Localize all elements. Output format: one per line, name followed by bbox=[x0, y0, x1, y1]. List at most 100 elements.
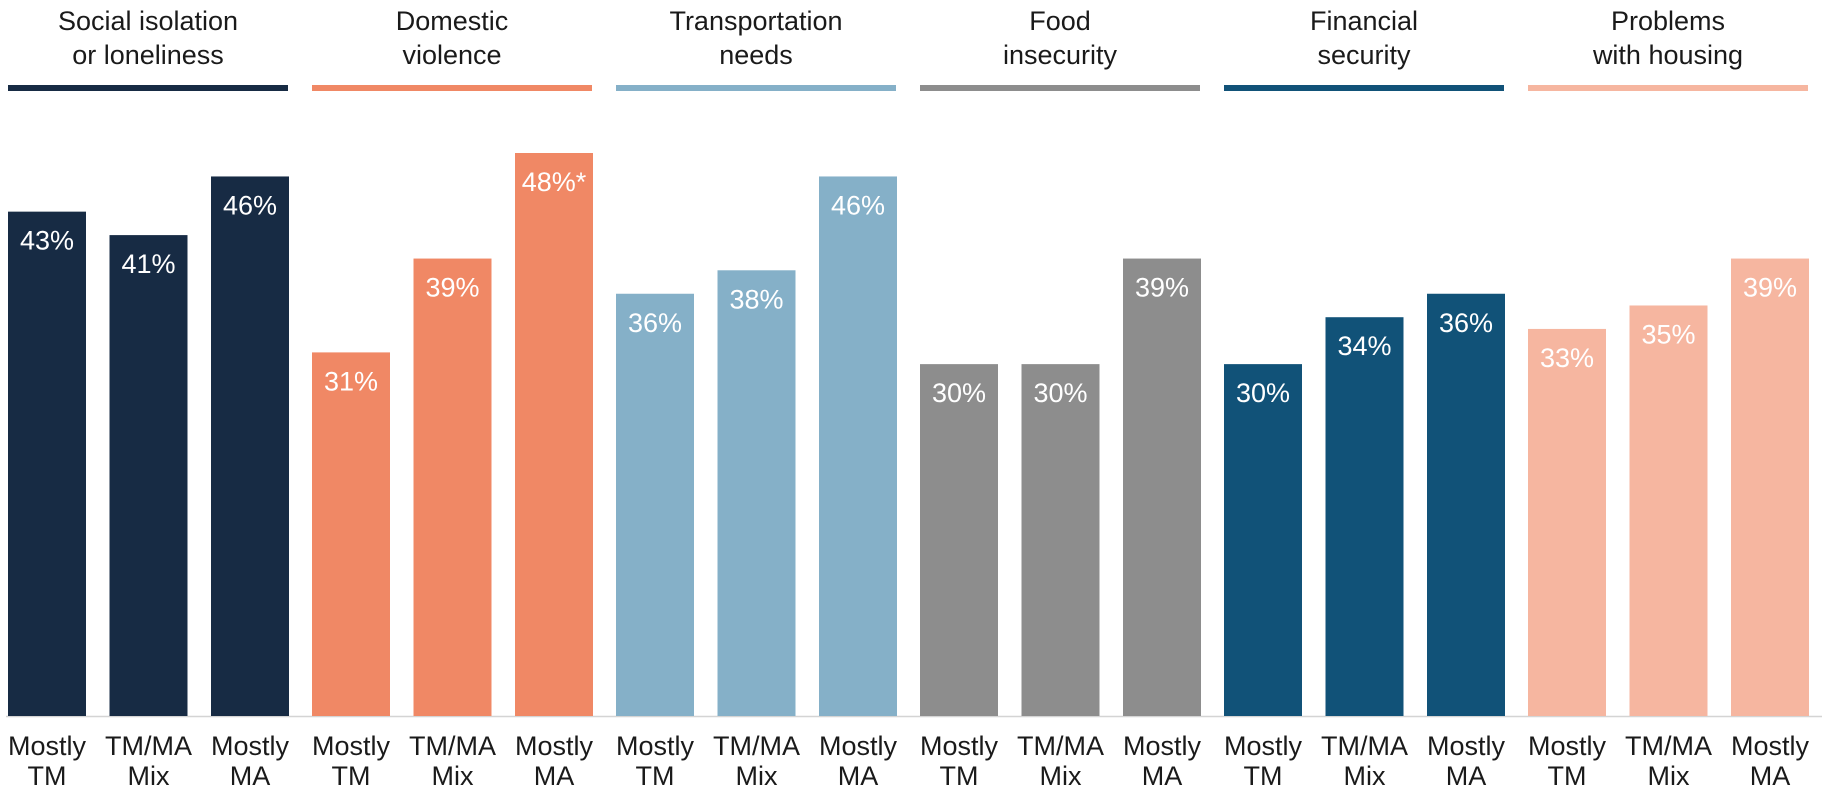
category-label: TM/MA Mix bbox=[713, 731, 800, 791]
group-header-line bbox=[8, 85, 288, 91]
bar bbox=[1021, 364, 1100, 716]
category-label-line: TM bbox=[1548, 761, 1587, 791]
bar-value-label: 39% bbox=[425, 273, 479, 303]
category-label-line: MA bbox=[1750, 761, 1791, 791]
category-label-line: MA bbox=[838, 761, 879, 791]
category-label: Mostly MA bbox=[1427, 731, 1506, 791]
bar bbox=[1731, 258, 1809, 716]
bar bbox=[109, 235, 188, 716]
category-label-line: Mostly bbox=[616, 731, 695, 761]
category-label: TM/MA Mix bbox=[1321, 731, 1408, 791]
category-label: TM/MA Mix bbox=[105, 731, 192, 791]
bar-value-label: 30% bbox=[1033, 378, 1087, 408]
bar-value-label: 36% bbox=[628, 308, 682, 338]
group-header-line bbox=[920, 85, 1200, 91]
group-title: Transportation needs bbox=[669, 6, 842, 70]
category-label-line: Mostly bbox=[211, 731, 290, 761]
bar bbox=[312, 352, 390, 716]
bar bbox=[1123, 258, 1201, 716]
category-label: TM/MA Mix bbox=[409, 731, 496, 791]
group-header-line bbox=[1528, 85, 1808, 91]
bar bbox=[1224, 364, 1302, 716]
category-label-line: Mix bbox=[1648, 761, 1690, 791]
category-label-line: Mostly bbox=[1731, 731, 1810, 761]
category-label-line: Mostly bbox=[1224, 731, 1303, 761]
category-label-line: Mostly bbox=[515, 731, 594, 761]
bar bbox=[211, 176, 289, 717]
bar bbox=[1325, 317, 1404, 716]
category-label-line: TM bbox=[940, 761, 979, 791]
category-label-line: Mix bbox=[128, 761, 170, 791]
category-label-line: TM bbox=[28, 761, 67, 791]
category-label-line: Mostly bbox=[819, 731, 898, 761]
bar bbox=[819, 176, 897, 717]
bar-value-label: 46% bbox=[831, 190, 885, 220]
bar bbox=[1528, 328, 1606, 716]
group-title-line: with housing bbox=[1592, 40, 1743, 70]
bar-value-label: 48%* bbox=[522, 167, 587, 197]
bar bbox=[515, 153, 593, 716]
group-title-line: Social isolation bbox=[58, 6, 238, 36]
category-label-line: MA bbox=[534, 761, 575, 791]
group-header-line bbox=[616, 85, 896, 91]
category-label-line: Mostly bbox=[1528, 731, 1607, 761]
group-header-line bbox=[312, 85, 592, 91]
group-title-line: security bbox=[1317, 40, 1411, 70]
category-label-line: TM/MA bbox=[105, 731, 192, 761]
category-label: Mostly MA bbox=[211, 731, 290, 791]
bar-value-label: 36% bbox=[1439, 308, 1493, 338]
category-label: TM/MA Mix bbox=[1625, 731, 1712, 791]
category-label: Mostly MA bbox=[819, 731, 898, 791]
bar-value-label: 33% bbox=[1540, 343, 1594, 373]
bar-value-label: 30% bbox=[1236, 378, 1290, 408]
group-header-line bbox=[1224, 85, 1504, 91]
group-title-line: Transportation bbox=[669, 6, 842, 36]
group-title: Domestic violence bbox=[396, 6, 509, 70]
category-label-line: Mostly bbox=[8, 731, 87, 761]
bar bbox=[413, 258, 492, 716]
category-label-line: TM/MA bbox=[713, 731, 800, 761]
category-label-line: TM/MA bbox=[1017, 731, 1104, 761]
group-title-line: insecurity bbox=[1003, 40, 1118, 70]
category-label-line: TM/MA bbox=[409, 731, 496, 761]
category-label-line: Mostly bbox=[1427, 731, 1506, 761]
category-label-line: TM/MA bbox=[1321, 731, 1408, 761]
bar-value-label: 39% bbox=[1135, 273, 1189, 303]
group-title-line: violence bbox=[402, 40, 501, 70]
group-title-line: needs bbox=[719, 40, 793, 70]
category-label: Mostly TM bbox=[920, 731, 999, 791]
bar-value-label: 39% bbox=[1743, 273, 1797, 303]
bar-value-label: 43% bbox=[20, 226, 74, 256]
category-label-line: Mostly bbox=[312, 731, 391, 761]
bar bbox=[1629, 305, 1708, 716]
group-title-line: or loneliness bbox=[72, 40, 224, 70]
group-title: Financial security bbox=[1310, 6, 1418, 70]
category-label-line: MA bbox=[1446, 761, 1487, 791]
category-label-line: Mostly bbox=[920, 731, 999, 761]
group-title: Social isolation or loneliness bbox=[58, 6, 238, 70]
bar-value-label: 30% bbox=[932, 378, 986, 408]
category-label-line: Mix bbox=[432, 761, 474, 791]
group-title-line: Problems bbox=[1611, 6, 1725, 36]
category-label-line: Mix bbox=[1040, 761, 1082, 791]
group-title-line: Food bbox=[1029, 6, 1091, 36]
bar-value-label: 34% bbox=[1337, 331, 1391, 361]
category-label: Mostly TM bbox=[1528, 731, 1607, 791]
group-title: Problems with housing bbox=[1592, 6, 1743, 70]
bar-value-label: 31% bbox=[324, 366, 378, 396]
category-label: Mostly MA bbox=[1123, 731, 1202, 791]
category-label: Mostly TM bbox=[616, 731, 695, 791]
category-label: TM/MA Mix bbox=[1017, 731, 1104, 791]
bar bbox=[920, 364, 998, 716]
bar-value-label: 41% bbox=[121, 249, 175, 279]
category-label: Mostly TM bbox=[8, 731, 87, 791]
category-label-line: TM/MA bbox=[1625, 731, 1712, 761]
bar bbox=[1427, 293, 1505, 716]
category-label-line: Mix bbox=[1344, 761, 1386, 791]
group-title-line: Domestic bbox=[396, 6, 509, 36]
bar bbox=[717, 270, 796, 716]
category-label-line: TM bbox=[636, 761, 675, 791]
bar bbox=[8, 211, 86, 717]
